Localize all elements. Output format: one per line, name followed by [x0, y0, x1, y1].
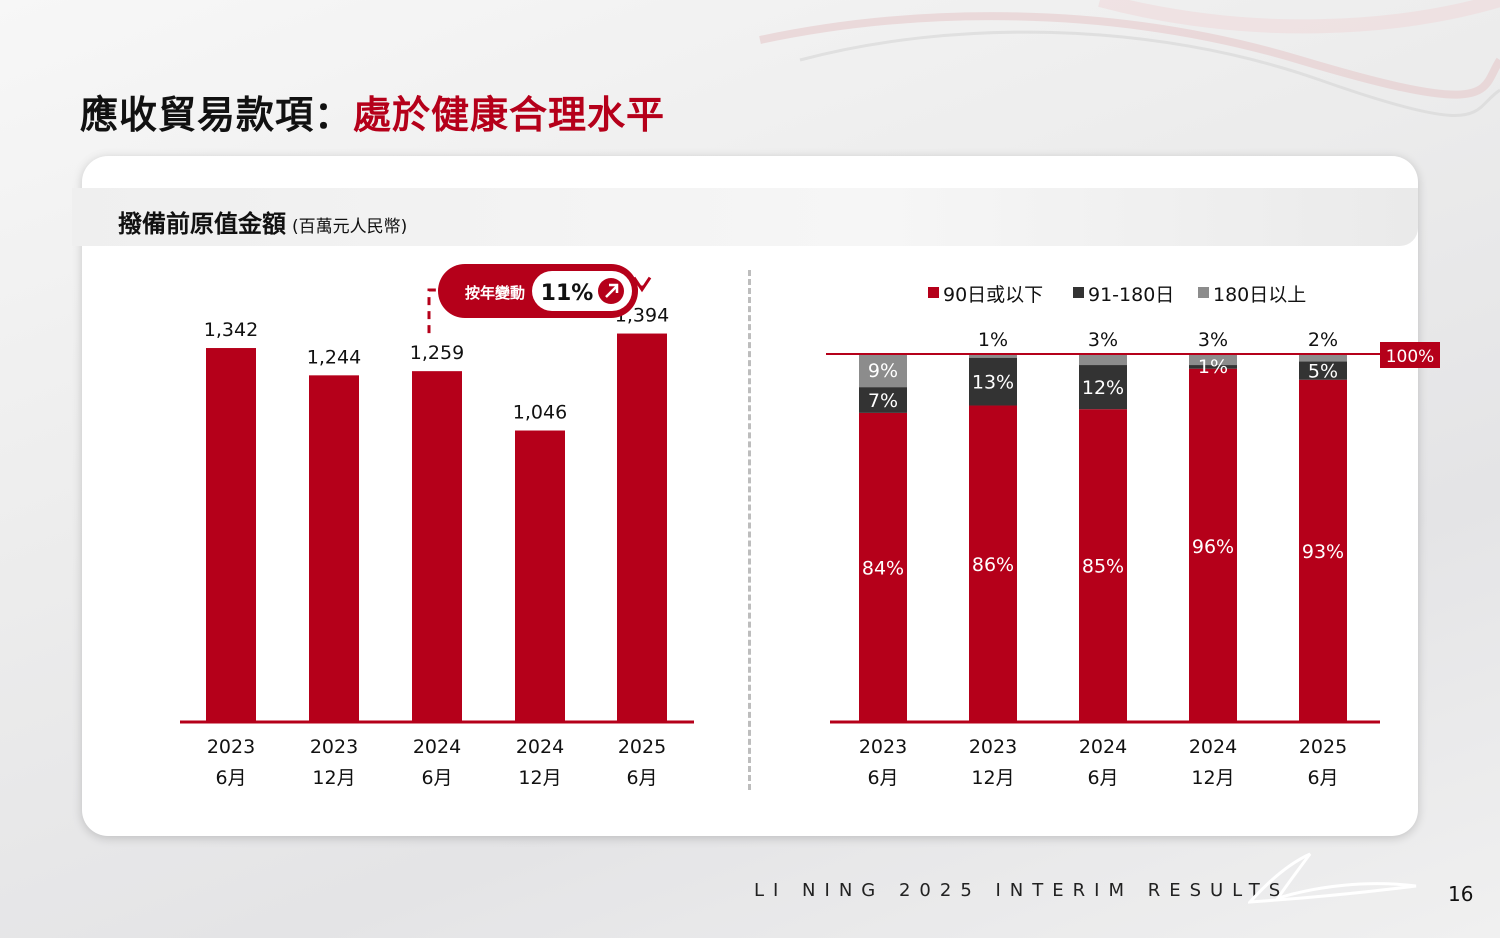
legend-label: 180日以上 [1213, 284, 1306, 306]
x-tick-period: 6月 [421, 767, 452, 789]
segment-90-days [1299, 379, 1347, 722]
x2-tick-period: 12月 [971, 767, 1014, 789]
x-tick-year: 2024 [516, 736, 564, 758]
segment-91-180-days [969, 357, 1017, 406]
x-tick-period: 6月 [215, 767, 246, 789]
segment-label-91-180: 12% [1082, 377, 1124, 399]
yoy-value: 11% [541, 281, 594, 306]
segment-over-180-days [1079, 354, 1127, 366]
bar-value-label: 1,342 [204, 319, 258, 341]
segment-label-over-180: 9% [868, 360, 898, 382]
title-prefix: 應收貿易款項： [80, 93, 354, 137]
title-highlight: 處於健康合理水平 [353, 93, 666, 137]
x-tick-year: 2023 [207, 736, 255, 758]
segment-91-180-days [1299, 361, 1347, 380]
x2-tick-year: 2023 [859, 736, 907, 758]
segment-label-90: 93% [1302, 541, 1344, 563]
page-number: 16 [1448, 882, 1474, 906]
segment-91-180-days [1189, 365, 1237, 369]
legend-label: 91-180日 [1088, 284, 1174, 306]
segment-label-91-180: 13% [972, 372, 1014, 394]
segment-90-days [1079, 409, 1127, 722]
bar-value-label: 1,244 [307, 346, 361, 368]
legend-swatch [1073, 287, 1084, 298]
chart-divider [748, 270, 751, 790]
x-tick-period: 12月 [518, 767, 561, 789]
legend-swatch [1198, 287, 1209, 298]
reference-label-box [1380, 342, 1440, 368]
segment-over-180-days [1189, 354, 1237, 366]
x2-tick-period: 6月 [1087, 767, 1118, 789]
annotation-left-leader [427, 288, 446, 334]
page-title: 應收貿易款項：處於健康合理水平 [80, 84, 665, 139]
segment-label-90: 85% [1082, 556, 1124, 578]
segment-over-180-days [859, 354, 907, 388]
background-swoosh [759, 0, 1500, 117]
legend-swatch [928, 287, 939, 298]
x-tick-year: 2024 [413, 736, 461, 758]
x2-tick-year: 2024 [1189, 736, 1237, 758]
segment-over-180-days [969, 354, 1017, 358]
bar-2025-4 [617, 333, 667, 722]
x-tick-period: 6月 [626, 767, 657, 789]
segment-label-91-180: 1% [1198, 356, 1228, 378]
bar-2024-3 [515, 430, 565, 722]
segment-label-over-180: 2% [1308, 329, 1338, 351]
x-tick-year: 2023 [310, 736, 358, 758]
x2-tick-period: 6月 [867, 767, 898, 789]
yoy-label: 按年變動 [465, 284, 525, 302]
segment-90-days [1189, 368, 1237, 722]
segment-label-90: 96% [1192, 536, 1234, 558]
legend-label: 90日或以下 [943, 284, 1043, 306]
segment-label-91-180: 7% [868, 390, 898, 412]
arrow-up-right-glyph [605, 283, 619, 298]
bar-2023-1 [309, 375, 359, 722]
x2-tick-year: 2023 [969, 736, 1017, 758]
segment-over-180-days [1299, 354, 1347, 362]
annotation-arrow-head [632, 276, 652, 293]
reference-label: 100% [1386, 347, 1435, 367]
x-tick-year: 2025 [618, 736, 666, 758]
x-tick-period: 12月 [312, 767, 355, 789]
x2-tick-year: 2024 [1079, 736, 1127, 758]
bar-2024-2 [412, 371, 462, 722]
segment-91-180-days [859, 387, 907, 413]
x2-tick-period: 6月 [1307, 767, 1338, 789]
subtitle-main: 撥備前原值金額 [118, 210, 286, 238]
segment-label-over-180: 1% [978, 329, 1008, 351]
li-ning-logo [1248, 852, 1417, 904]
x2-tick-year: 2025 [1299, 736, 1347, 758]
segment-label-over-180: 3% [1088, 329, 1118, 351]
panel-header-band [72, 188, 1418, 246]
footer-text: LI NING 2025 INTERIM RESULTS [754, 880, 1290, 901]
subtitle-unit: (百萬元人民幣) [292, 217, 408, 237]
bar-2023-0 [206, 348, 256, 722]
segment-label-90: 84% [862, 557, 904, 579]
segment-label-91-180: 5% [1308, 361, 1338, 383]
segment-label-over-180: 3% [1198, 329, 1228, 351]
chart-subtitle: 撥備前原值金額 (百萬元人民幣) [118, 204, 407, 239]
bar-value-label: 1,046 [513, 402, 567, 424]
bar-value-label: 1,259 [410, 342, 464, 364]
x2-tick-period: 12月 [1191, 767, 1234, 789]
segment-91-180-days [1079, 365, 1127, 410]
segment-90-days [969, 405, 1017, 722]
segment-label-90: 86% [972, 554, 1014, 576]
segment-90-days [859, 412, 907, 722]
